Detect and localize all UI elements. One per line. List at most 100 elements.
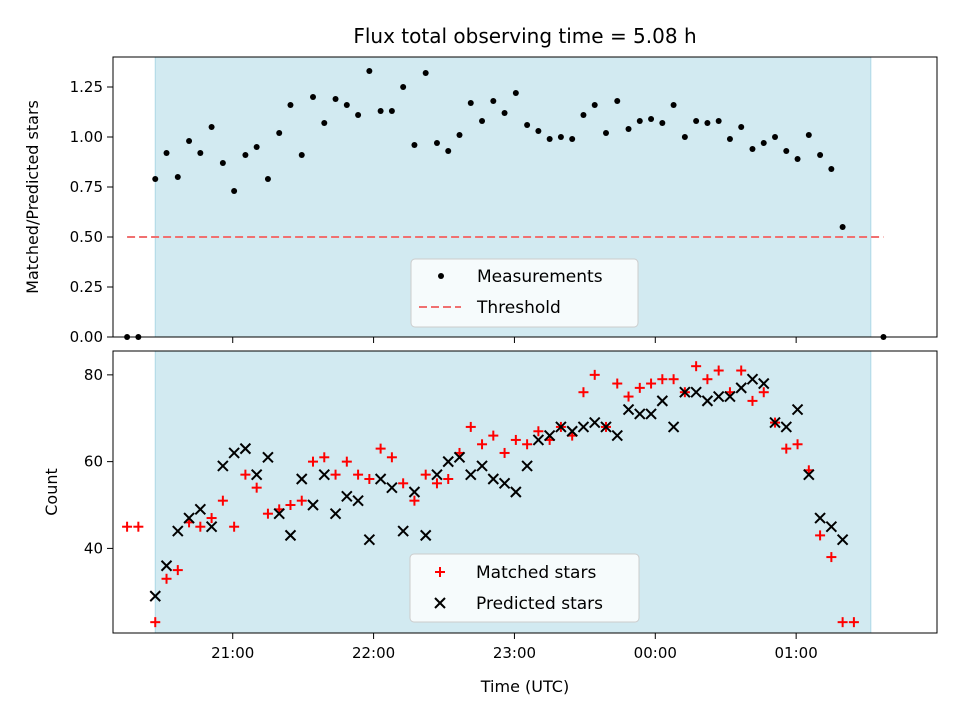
x-tick-label: 22:00 <box>352 644 395 662</box>
predicted-star-point <box>611 429 623 442</box>
measurement-point <box>163 150 170 156</box>
measurement-point <box>512 90 519 96</box>
measurement-point <box>298 152 305 158</box>
matched-star-point <box>815 530 826 541</box>
measurement-point <box>828 166 835 172</box>
predicted-star-point <box>442 455 454 468</box>
matched-star-point <box>308 456 319 467</box>
matched-star-point <box>792 439 803 450</box>
predicted-star-stroke-b <box>667 421 680 433</box>
y-tick-label: 0.50 <box>70 228 103 246</box>
predicted-star-point <box>735 382 747 394</box>
predicted-star-stroke-b <box>589 416 601 429</box>
predicted-star-point <box>622 403 635 416</box>
predicted-star-stroke-b <box>510 486 522 498</box>
measurement-point <box>219 160 226 166</box>
predicted-star-point <box>543 429 556 442</box>
predicted-star-stroke-b <box>341 490 353 503</box>
predicted-star-stroke-b <box>408 486 421 498</box>
chart-title: Flux total observing time = 5.08 h <box>353 24 696 48</box>
legend-marker-matched <box>435 567 445 577</box>
predicted-star-stroke-b <box>205 521 218 533</box>
matched-star-point <box>758 387 769 398</box>
predicted-star-point <box>724 390 736 403</box>
measurement-point <box>208 124 215 130</box>
predicted-star-point <box>431 468 443 481</box>
measurement-point <box>783 148 790 154</box>
predicted-star-stroke-b <box>679 386 691 398</box>
matched-star-point <box>341 456 352 467</box>
matched-star-point <box>364 473 375 484</box>
matched-star-point <box>217 495 228 506</box>
matched-star-point <box>612 378 623 389</box>
measurement-point <box>772 134 779 140</box>
predicted-star-point <box>160 560 173 572</box>
predicted-star-stroke-b <box>465 468 477 481</box>
ratio-panel: 0.00 0.25 0.50 0.75 1.00 1.25 Matched/Predict… <box>23 56 938 346</box>
predicted-star-point <box>228 447 240 459</box>
measurement-point <box>636 118 643 124</box>
predicted-star-stroke-b <box>239 442 252 455</box>
predicted-star-stroke-b <box>217 460 229 472</box>
count-panel-frame <box>112 350 938 634</box>
matched-star-point <box>499 447 510 458</box>
matched-star-point <box>837 617 848 628</box>
measurement-point <box>591 102 598 108</box>
predicted-star-stroke-b <box>577 421 590 433</box>
predicted-star-stroke-b <box>284 529 297 542</box>
predicted-star-point <box>634 408 646 420</box>
measurement-point <box>276 130 283 136</box>
predicted-star-stroke-b <box>431 468 443 481</box>
count-panel: 40 60 80 21:00 22:00 23:00 00:00 01:00 Count T… <box>42 350 938 696</box>
predicted-star-point <box>498 477 511 490</box>
predicted-star-point <box>408 486 421 498</box>
measurement-point <box>197 150 204 156</box>
matched-star-point <box>195 521 206 532</box>
predicted-star-point <box>465 468 477 481</box>
measurement-points <box>124 68 887 340</box>
predicted-star-stroke-b <box>769 416 781 429</box>
ratio-y-axis-label: Matched/Predicted stars <box>23 100 42 294</box>
matched-star-point <box>747 395 758 406</box>
predicted-star-stroke-b <box>645 408 657 420</box>
predicted-star-stroke-b <box>600 421 612 433</box>
matched-star-point <box>409 495 420 506</box>
legend-marker-measurements <box>438 273 444 279</box>
legend-box <box>409 553 640 623</box>
measurement-point <box>332 96 339 102</box>
measurement-point <box>355 112 362 118</box>
measurement-point <box>287 102 294 108</box>
predicted-star-point <box>656 395 669 407</box>
measurement-point <box>602 130 609 136</box>
predicted-star-stroke-b <box>363 534 376 546</box>
matched-star-point <box>172 565 183 576</box>
legend-box <box>410 258 639 328</box>
predicted-star-stroke-b <box>329 507 342 520</box>
predicted-star-stroke-b <box>532 434 545 446</box>
predicted-star-stroke-b <box>172 525 184 537</box>
predicted-star-point <box>600 421 612 433</box>
predicted-star-stroke-b <box>419 529 432 542</box>
measurement-point <box>264 176 271 182</box>
matched-star-point <box>296 495 307 506</box>
matched-star-point <box>657 374 668 385</box>
predicted-star-stroke-b <box>521 460 533 472</box>
matched-star-point <box>826 552 837 563</box>
measurement-point <box>377 108 384 114</box>
predicted-star-point <box>758 377 770 390</box>
measurement-point <box>659 120 666 126</box>
predicted-star-point <box>318 468 330 481</box>
predicted-star-stroke-b <box>487 473 500 485</box>
y-tick-label: 0.75 <box>70 178 103 196</box>
predicted-star-stroke-b <box>780 421 792 433</box>
predicted-star-point <box>205 521 218 533</box>
legend-label-matched: Matched stars <box>476 563 596 583</box>
legend-label-measurements: Measurements <box>477 267 603 287</box>
matched-star-point <box>713 365 724 376</box>
predicted-star-point <box>532 434 545 446</box>
measurement-point <box>445 148 452 154</box>
y-tick-label: 40 <box>84 539 103 557</box>
predicted-star-stroke-b <box>622 403 635 416</box>
ratio-x-ticks <box>232 337 797 343</box>
